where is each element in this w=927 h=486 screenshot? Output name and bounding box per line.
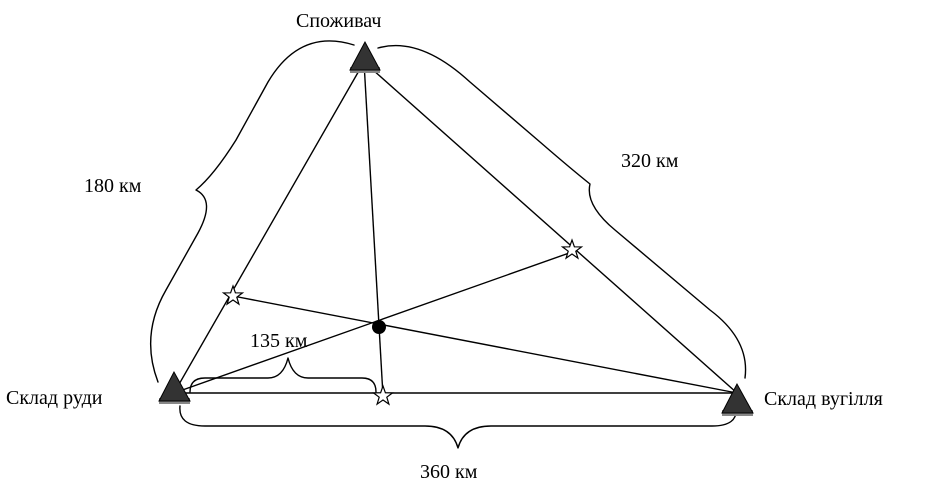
brace-consumer-coal: [377, 44, 747, 379]
label-distance-consumer-ore: 180 км: [84, 175, 142, 197]
star-marker-right: [560, 238, 584, 260]
label-consumer: Споживач: [296, 10, 381, 32]
star-marker-left: [221, 284, 245, 306]
ore-warehouse-marker-icon: [158, 370, 191, 404]
line-consumer-to-base-star: [363, 61, 384, 397]
brace-ore-star: [189, 357, 377, 393]
edge-consumer-coal: [363, 61, 738, 394]
center-point: [372, 320, 386, 334]
star-marker-base: [371, 384, 395, 406]
line-left-star-to-coal: [232, 295, 738, 394]
label-ore-warehouse: Склад руди: [6, 387, 103, 409]
consumer-marker-icon: [349, 40, 381, 73]
label-distance-consumer-coal: 320 км: [621, 150, 679, 172]
edge-consumer-ore: [173, 61, 365, 394]
label-distance-ore-star: 135 км: [250, 330, 308, 352]
coal-warehouse-marker-icon: [721, 382, 754, 416]
label-distance-ore-coal: 360 км: [420, 461, 478, 483]
brace-consumer-ore: [149, 40, 355, 383]
label-coal-warehouse: Склад вугілля: [764, 388, 883, 410]
brace-ore-coal: [179, 405, 737, 449]
